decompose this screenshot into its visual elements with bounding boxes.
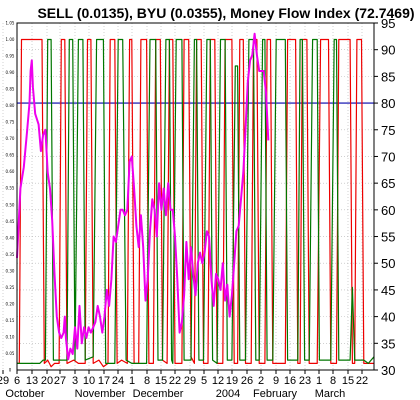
x-tick-label: 26	[241, 375, 253, 387]
month-label: February	[253, 388, 298, 400]
x-tick-label: 27	[54, 375, 66, 387]
right-tick-label: 55	[381, 230, 395, 245]
left-tick-label: 0	[9, 368, 12, 373]
right-tick-label: 65	[381, 176, 395, 191]
x-tick-label: 6	[14, 375, 20, 387]
x-tick-label: 12	[212, 375, 224, 387]
x-axis-ticks: 2961320273101724181522295121926291623181…	[0, 370, 368, 387]
chart-title: SELL (0.0135), BYU (0.0355), Money Flow …	[37, 5, 414, 21]
right-tick-label: 30	[381, 363, 395, 378]
left-tick-label: 0.15	[6, 318, 15, 323]
x-tick-label: 3	[72, 375, 78, 387]
right-tick-label: 90	[381, 43, 395, 58]
month-label: October	[5, 388, 44, 400]
right-tick-label: 35	[381, 336, 395, 351]
x-tick-label: 1	[129, 375, 135, 387]
month-label: November	[75, 388, 126, 400]
series-line-1	[17, 38, 375, 364]
left-tick-label: 0.95	[6, 54, 15, 59]
left-tick-label: 0.90	[6, 70, 15, 75]
series-layer	[16, 32, 375, 368]
x-tick-label: 2	[258, 375, 264, 387]
right-tick-label: 45	[381, 283, 395, 298]
x-tick-label: 29	[0, 375, 9, 387]
x-tick-label: 15	[155, 375, 167, 387]
left-tick-label: 0.55	[6, 186, 15, 191]
left-tick-label: 1.05	[6, 21, 15, 26]
left-tick-label: 0.45	[6, 219, 15, 224]
x-tick-label: 10	[83, 375, 95, 387]
left-tick-label: 0.30	[6, 268, 15, 273]
right-tick-label: 40	[381, 310, 395, 325]
month-label: 2004	[216, 388, 240, 400]
left-tick-label: 0.85	[6, 87, 15, 92]
left-tick-label: 0.05	[6, 351, 15, 356]
month-labels: October November December 2004 February March	[5, 388, 345, 400]
x-tick-label: 17	[98, 375, 110, 387]
right-tick-label: 75	[381, 123, 395, 138]
left-tick-label: 0.50	[6, 202, 15, 207]
x-tick-label: 13	[26, 375, 38, 387]
x-tick-label: 22	[356, 375, 368, 387]
x-tick-label: 5	[201, 375, 207, 387]
x-tick-label: 8	[144, 375, 150, 387]
right-tick-label: 85	[381, 69, 395, 84]
left-tick-label: 0.35	[6, 252, 15, 257]
x-tick-label: 1	[316, 375, 322, 387]
series-line-2	[16, 32, 270, 361]
x-tick-label: 8	[330, 375, 336, 387]
left-tick-label: 0.20	[6, 301, 15, 306]
right-tick-label: 60	[381, 203, 395, 218]
left-tick-label: 0.10	[6, 334, 15, 339]
left-tick-label: 0.75	[6, 120, 15, 125]
right-tick-label: 50	[381, 256, 395, 271]
right-tick-label: 95	[381, 16, 395, 31]
left-tick-label: 0.60	[6, 169, 15, 174]
plot-frame	[16, 22, 375, 371]
x-tick-label: 24	[112, 375, 124, 387]
left-tick-label: 0.25	[6, 285, 15, 290]
x-tick-label: 29	[184, 375, 196, 387]
x-tick-label: 22	[169, 375, 181, 387]
x-tick-label: 16	[284, 375, 296, 387]
left-axis-ticks: 0 0.05 0.10 0.15 0.20 0.25 0.30 0.35 0.40 0.45 0.5…	[6, 21, 15, 373]
right-tick-label: 80	[381, 96, 395, 111]
x-tick-label: 15	[342, 375, 354, 387]
left-tick-label: 0.40	[6, 235, 15, 240]
month-label: December	[133, 388, 184, 400]
right-tick-label: 70	[381, 149, 395, 164]
left-tick-label: 1.00	[6, 37, 15, 42]
x-tick-label: 9	[273, 375, 279, 387]
month-label: March	[315, 388, 346, 400]
x-tick-label: 19	[226, 375, 238, 387]
x-tick-label: 23	[299, 375, 311, 387]
left-tick-label: 0.65	[6, 153, 15, 158]
series-line-0	[17, 38, 374, 368]
x-tick-label: 20	[41, 375, 53, 387]
left-tick-label: 0.70	[6, 136, 15, 141]
right-axis-ticks: 30 35 40 45 50 55 60 65 70 75 80 85 90 95	[374, 16, 395, 378]
left-tick-label: 0.80	[6, 103, 15, 108]
